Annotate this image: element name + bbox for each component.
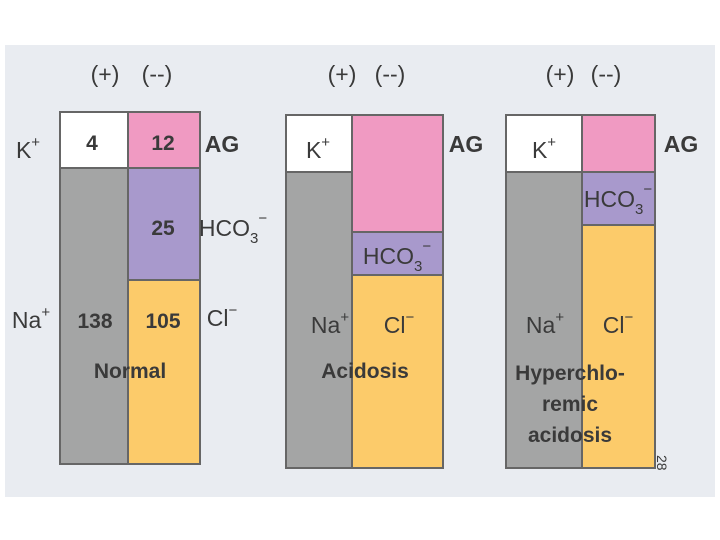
hco3-label: HCO3−	[363, 238, 431, 275]
header: (--)	[591, 61, 622, 87]
ag-block	[581, 114, 656, 173]
value: 138	[77, 310, 112, 333]
ion-sub: 3	[250, 230, 258, 247]
ion-sup: −	[228, 302, 237, 319]
k-block	[59, 111, 129, 169]
cl-block	[581, 224, 656, 469]
ion-base: K	[532, 137, 548, 163]
ion-sup: −	[258, 210, 267, 227]
cl-label: Cl−	[603, 309, 634, 338]
ion-sup: −	[405, 309, 414, 326]
ion-base: Na	[526, 312, 556, 338]
ion-sup: +	[41, 304, 50, 321]
ion-sup: −	[624, 309, 633, 326]
value: 4	[86, 132, 98, 155]
ag-block	[351, 114, 444, 233]
ion-sub: 3	[414, 258, 422, 275]
cl-block	[351, 274, 444, 469]
panel-name: remic	[542, 393, 598, 416]
columns	[59, 111, 656, 469]
k-label: K+	[532, 134, 556, 163]
ion-base: K	[16, 137, 32, 163]
ion-base: K	[306, 137, 322, 163]
header: (+)	[546, 61, 575, 87]
na-label: Na+	[526, 309, 564, 338]
panel-name: Normal	[94, 360, 166, 383]
hco3-block	[581, 171, 656, 226]
value: 12	[151, 132, 174, 155]
header: (--)	[142, 61, 173, 87]
ion-base: Cl	[207, 305, 229, 331]
ion-base: HCO	[199, 215, 250, 241]
ag-label: AG	[205, 131, 240, 157]
hco3-label: HCO3−	[199, 210, 267, 247]
ion-base: Cl	[384, 312, 406, 338]
ion-sup: +	[555, 309, 564, 326]
header: (--)	[375, 61, 406, 87]
value: 105	[145, 310, 180, 333]
header: (+)	[91, 61, 120, 87]
panel-name: Hyperchlo-	[515, 362, 625, 385]
ion-base: HCO	[584, 186, 635, 212]
ion-sup: −	[422, 238, 431, 255]
ion-sup: +	[31, 134, 40, 151]
panel-name: Acidosis	[321, 360, 409, 383]
cl-label: Cl−	[384, 309, 415, 338]
ag-block	[127, 111, 201, 169]
ion-base: HCO	[363, 243, 414, 269]
header: (+)	[328, 61, 357, 87]
k-label: K+	[16, 134, 40, 163]
ion-sup: +	[340, 309, 349, 326]
na-block	[505, 171, 583, 469]
ion-base: Cl	[603, 312, 625, 338]
k-label: K+	[306, 134, 330, 163]
ion-base: Na	[311, 312, 341, 338]
slide-number: 28	[654, 455, 670, 471]
ion-sub: 3	[635, 201, 643, 218]
na-label: Na+	[311, 309, 349, 338]
value: 25	[151, 217, 175, 240]
cl-block	[127, 279, 201, 465]
hco3-label: HCO3−	[584, 181, 652, 218]
cl-label: Cl−	[207, 302, 238, 331]
ag-label: AG	[449, 131, 484, 157]
ion-base: Na	[12, 307, 42, 333]
panel-name: acidosis	[528, 424, 612, 447]
ion-sup: +	[547, 134, 556, 151]
ion-sup: +	[321, 134, 330, 151]
ag-label: AG	[664, 131, 699, 157]
ion-sup: −	[643, 181, 652, 198]
na-block	[59, 167, 129, 465]
na-label: Na+	[12, 304, 50, 333]
hco3-block	[351, 231, 444, 276]
